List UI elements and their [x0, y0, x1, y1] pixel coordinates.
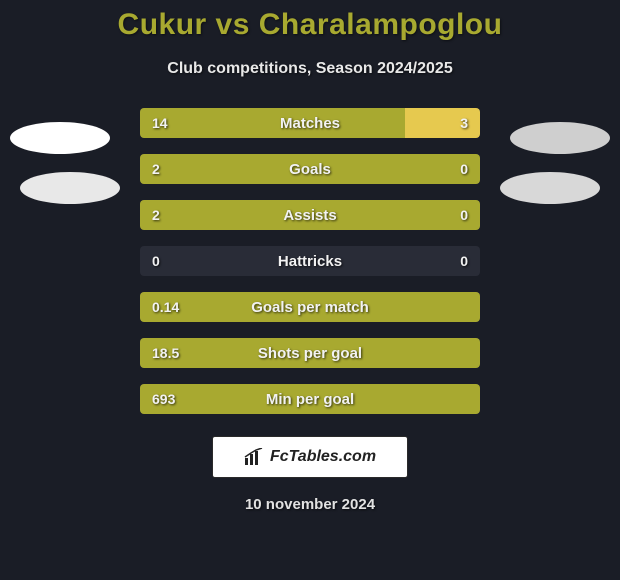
stat-row: 0.14Goals per match [140, 292, 480, 322]
player1-bar [140, 154, 480, 184]
player2-bar [405, 108, 480, 138]
subtitle: Club competitions, Season 2024/2025 [0, 60, 620, 78]
player1-logo-bottom [20, 172, 120, 204]
fctables-logo: FcTables.com [212, 436, 408, 478]
player1-bar [140, 384, 480, 414]
stat-row: 143Matches [140, 108, 480, 138]
player2-logo-top [510, 122, 610, 154]
player1-bar [140, 292, 480, 322]
date-text: 10 november 2024 [0, 496, 620, 513]
comparison-card: Cukur vs Charalampoglou Club competition… [0, 0, 620, 513]
player2-value: 0 [460, 246, 468, 276]
stat-label: Hattricks [140, 246, 480, 276]
stat-row: 693Min per goal [140, 384, 480, 414]
stat-row: 20Assists [140, 200, 480, 230]
logo-text: FcTables.com [270, 448, 376, 466]
player1-bar [140, 108, 405, 138]
stat-row: 18.5Shots per goal [140, 338, 480, 368]
page-title: Cukur vs Charalampoglou [0, 8, 620, 42]
player1-value: 0 [152, 246, 160, 276]
stat-row: 20Goals [140, 154, 480, 184]
stats-bars: 143Matches 20Goals 20Assists 0 0Hattricks 0.1… [140, 108, 480, 414]
player2-logo-bottom [500, 172, 600, 204]
player1-bar [140, 338, 480, 368]
stat-row: 0 0Hattricks [140, 246, 480, 276]
player1-bar [140, 200, 480, 230]
chart-icon [244, 448, 264, 466]
player1-logo-top [10, 122, 110, 154]
